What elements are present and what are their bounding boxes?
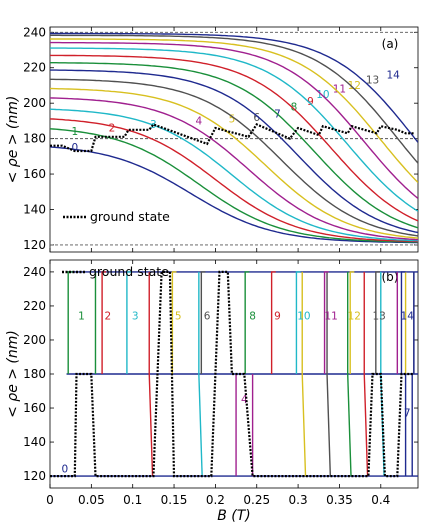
- series-label-0: 0: [71, 142, 78, 154]
- transition-line-7: [404, 374, 413, 477]
- series-label-12: 12: [348, 80, 361, 92]
- lower-transition-0: [148, 373, 154, 477]
- transition-line-14: [400, 271, 415, 374]
- panel-b-ylabel: < ρe > (nm): [5, 330, 21, 418]
- transition-line-1: [67, 271, 97, 374]
- legend-label: ground state: [90, 209, 170, 224]
- ground-state-line: [50, 123, 414, 153]
- transition-line-8: [244, 271, 349, 374]
- series-label-1: 1: [71, 126, 78, 138]
- panel-b-ytick-label: 220: [23, 299, 46, 313]
- panel-a-ylabel: < ρe > (nm): [5, 96, 21, 184]
- transition-line-10: [295, 271, 382, 374]
- panel-b-xtick-label: 0.25: [243, 493, 270, 507]
- transition-label-13: 13: [372, 311, 385, 323]
- transition-label-11: 11: [324, 311, 337, 323]
- series-label-2: 2: [109, 123, 116, 135]
- lower-transition-5: [363, 373, 369, 477]
- panel-b-ytick-label: 120: [23, 469, 46, 483]
- panel-b-xtick-label: 0.15: [161, 493, 188, 507]
- ground-state-line: [50, 270, 414, 478]
- panel-b-xtick-label: 0.05: [78, 493, 105, 507]
- transition-line-12: [349, 271, 407, 374]
- series-label-4: 4: [196, 115, 203, 127]
- series-line-2: [50, 118, 418, 243]
- series-line-9: [50, 54, 418, 222]
- transition-line-11: [323, 271, 399, 374]
- series-label-5: 5: [229, 114, 236, 126]
- transition-label-5: 5: [175, 311, 182, 323]
- series-label-11: 11: [333, 84, 346, 96]
- lower-transition-3: [326, 373, 332, 477]
- transition-line-5: [171, 271, 303, 374]
- panel-a-ytick-label: 240: [23, 25, 46, 39]
- transition-label-1: 1: [78, 311, 85, 323]
- panel-a-ytick-label: 200: [23, 96, 46, 110]
- transition-line-3: [126, 271, 200, 374]
- legend-label: ground state: [89, 264, 169, 279]
- series-line-5: [50, 87, 418, 239]
- transition-line-6: [200, 271, 328, 374]
- panel-a-ytick-label: 120: [23, 238, 46, 252]
- transition-label-2: 2: [105, 311, 112, 323]
- transition-label-8: 8: [249, 311, 256, 323]
- transition-label-10: 10: [297, 311, 310, 323]
- panel-b-xtick-label: 0.3: [289, 493, 308, 507]
- transition-label-14: 14: [401, 311, 415, 323]
- panel-b-xtick-label: 0.2: [206, 493, 225, 507]
- transition-line-13: [375, 271, 415, 374]
- series-line-1: [50, 128, 418, 243]
- transition-label-6: 6: [204, 311, 211, 323]
- panel-a-ytick-label: 140: [23, 202, 46, 216]
- lower-transition-1: [198, 373, 203, 477]
- series-line-4: [50, 97, 418, 241]
- transition-line-4: [235, 374, 254, 477]
- series-line-12: [50, 38, 418, 183]
- series-line-6: [50, 78, 418, 237]
- series-label-9: 9: [307, 96, 314, 108]
- series-label-6: 6: [253, 112, 260, 124]
- series-line-7: [50, 69, 418, 234]
- series-line-8: [50, 62, 418, 229]
- panel-b-ytick-label: 200: [23, 333, 46, 347]
- panel-a-ytick-label: 160: [23, 167, 46, 181]
- transition-label-7: 7: [404, 408, 411, 420]
- panel-a-ytick-label: 180: [23, 132, 46, 146]
- series-label-13: 13: [366, 75, 379, 87]
- series-label-14: 14: [387, 69, 401, 81]
- panel-a-frame: [49, 26, 419, 253]
- transition-label-3: 3: [132, 311, 139, 323]
- panel-b-xtick-label: 0: [46, 493, 54, 507]
- series-line-14: [50, 32, 418, 143]
- transition-line-2: [101, 271, 150, 374]
- lower-transition-2: [301, 373, 307, 477]
- panel-b-ytick-label: 140: [23, 435, 46, 449]
- transition-label-0: 0: [62, 464, 69, 476]
- transition-line-9: [270, 271, 365, 374]
- panel-b-ytick-label: 180: [23, 367, 46, 381]
- series-line-11: [50, 41, 418, 199]
- panel-b-xtick-label: 0.4: [371, 493, 390, 507]
- series-line-0: [50, 146, 418, 244]
- transition-label-12: 12: [348, 311, 361, 323]
- transition-label-4: 4: [241, 394, 248, 406]
- lower-transition-4: [347, 373, 352, 477]
- panel-b-xtick-label: 0.35: [326, 493, 353, 507]
- x-axis-label: B (T): [217, 508, 251, 523]
- panel-a-label: (a): [382, 37, 399, 51]
- panel-b-ytick-label: 160: [23, 401, 46, 415]
- series-line-3: [50, 108, 418, 242]
- panel-b-label: (b): [382, 270, 399, 284]
- series-label-8: 8: [291, 101, 298, 113]
- panel-a-ytick-label: 220: [23, 61, 46, 75]
- series-label-3: 3: [150, 119, 157, 131]
- series-line-10: [50, 47, 418, 212]
- transition-label-9: 9: [274, 311, 281, 323]
- series-line-13: [50, 34, 418, 164]
- panel-b-ytick-label: 240: [23, 265, 46, 279]
- panel-b-xtick-label: 0.1: [123, 493, 142, 507]
